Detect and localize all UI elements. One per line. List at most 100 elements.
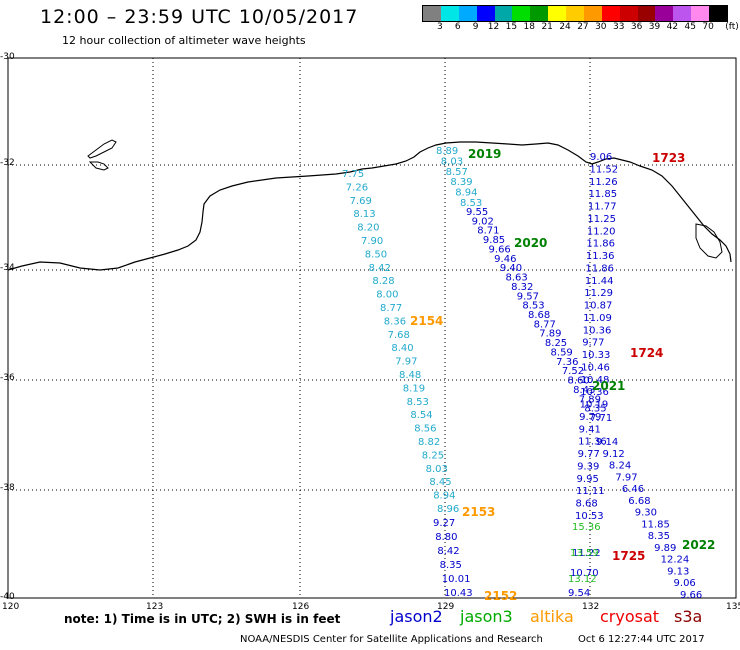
wave-height-label: 6.46 [622, 484, 644, 495]
pass-time-label: 2022 [682, 538, 715, 552]
lat-label-34: -34 [0, 263, 15, 273]
colorbar-swatch [530, 6, 549, 21]
wave-height-label: 8.60 [567, 376, 589, 387]
wave-height-label: 8.77 [380, 303, 402, 314]
lon-label-120: 120 [2, 602, 20, 612]
pass-time-label: 1723 [652, 151, 685, 165]
colorbar-swatch [619, 6, 638, 21]
wave-height-label: 8.53 [522, 301, 544, 312]
wave-height-label: 8.53 [460, 198, 482, 209]
wave-height-label: 9.13 [667, 566, 689, 577]
wave-height-label: 9.95 [577, 474, 599, 485]
wave-height-label: 11.25 [587, 214, 616, 225]
wave-height-label: 7.97 [615, 472, 637, 483]
wave-height-label: 10.53 [575, 511, 604, 522]
wave-height-label: 8.68 [528, 310, 550, 321]
wave-height-label: 10.19 [580, 400, 609, 411]
lon-label-135: 135 [726, 602, 740, 612]
wave-height-label: 8.32 [511, 282, 533, 293]
wave-height-label: 10.70 [570, 568, 599, 579]
wave-height-label: 8.25 [422, 450, 444, 461]
wave-height-label: 8.63 [505, 273, 527, 284]
wave-height-label: 8.28 [372, 276, 394, 287]
wave-height-label: 9.85 [483, 235, 505, 246]
wave-height-label: 8.03 [426, 464, 448, 475]
tracks-layer: 7.75 7.26 7.69 8.13 8.20 7.90 8.50 8.42 8.28 8.00… [342, 146, 702, 601]
wave-height-label: 8.00 [376, 290, 398, 301]
wave-height-label: 13.59 [570, 548, 599, 559]
wave-height-label: 9.30 [635, 508, 657, 519]
wave-height-label: 8.13 [353, 209, 375, 220]
wave-height-label: 9.54 [568, 588, 590, 599]
island-small [88, 161, 109, 171]
wave-height-label: 8.54 [410, 410, 432, 421]
lon-label-129: 129 [437, 602, 455, 612]
legend-cryosat: cryosat [600, 607, 660, 626]
lon-label-126: 126 [292, 602, 310, 612]
wave-height-label: 9.40 [500, 263, 522, 274]
colorbar-tick-label: 3 [437, 22, 443, 32]
wave-height-label: 8.42 [369, 263, 391, 274]
colorbar-tick-label: 30 [595, 22, 607, 32]
colorbar-swatch [637, 6, 656, 21]
wave-height-label: 11.20 [587, 226, 616, 237]
footer-credit: NOAA/NESDIS Center for Satellite Applica… [240, 634, 543, 645]
legend-s3a: s3a [674, 607, 703, 626]
wave-height-label: 9.77 [582, 338, 604, 349]
wave-height-label: 11.36 [586, 251, 615, 262]
colorbar-tick-label: 42 [666, 22, 679, 32]
lon-label-132: 132 [582, 602, 600, 612]
colorbar-labels: 3 6 9 12 15 18 21 24 27 30 33 36 39 42 45 70 (ft) [422, 22, 739, 34]
footer-timestamp: Oct 6 12:27:44 UTC 2017 [578, 634, 705, 645]
pass-time-label: 1725 [612, 549, 645, 563]
wave-height-label: 9.27 [433, 518, 455, 529]
wave-height-label: 10.43 [444, 588, 473, 599]
colorbar-tick-label: 12 [487, 22, 500, 32]
legend-jason2: jason2 [390, 607, 443, 626]
map-frame [7, 57, 737, 599]
lat-label-38: -38 [0, 483, 15, 493]
wave-height-label: 9.02 [472, 216, 494, 227]
wave-height-label: 8.35 [584, 404, 606, 415]
wave-height-label: 9.89 [654, 543, 676, 554]
wave-height-label: 10.36 [580, 387, 609, 398]
pass-time-label: 2021 [592, 379, 625, 393]
wave-height-label: 8.43 [573, 385, 595, 396]
wave-height-label: 8.53 [407, 397, 429, 408]
colorbar-tick-label: 36 [630, 22, 643, 32]
wave-height-label: 9.66 [489, 244, 511, 255]
lat-label-40: -40 [0, 592, 15, 602]
wave-height-label: 8.68 [576, 499, 598, 510]
colorbar-swatch [655, 6, 674, 21]
wave-height-label: 9.12 [602, 449, 624, 460]
colorbar-swatch [548, 6, 566, 21]
wave-height-label: 7.89 [579, 394, 601, 405]
wave-height-label: 8.56 [414, 424, 436, 435]
wave-height-label: 7.71 [590, 413, 612, 424]
wave-height-label: 7.36 [556, 357, 578, 368]
lon-label-123: 123 [146, 602, 164, 612]
pass-time-label: 2153 [462, 505, 495, 519]
island [87, 139, 117, 159]
wave-height-label: 8.89 [436, 146, 458, 157]
wave-height-label: 8.39 [450, 177, 472, 188]
wave-height-label: 8.19 [403, 383, 425, 394]
time-labels-layer: 2019 2020 2154 1723 1724 2021 2153 2022 1725 2152 [410, 147, 715, 603]
colorbar-swatch [458, 6, 477, 21]
wave-height-label: 7.90 [361, 236, 383, 247]
wave-height-label: 8.50 [365, 249, 387, 260]
wave-height-label: 11.86 [586, 239, 615, 250]
colorbar-tick-label: 39 [648, 22, 661, 32]
wave-height-label: 10.01 [442, 574, 471, 585]
colorbar-tick-label: 9 [472, 22, 479, 32]
wave-height-label: 10.87 [584, 301, 613, 312]
wave-height-label: 8.03 [441, 156, 463, 167]
wave-height-label: 7.69 [350, 196, 372, 207]
colorbar-swatch [440, 6, 459, 21]
colorbar-swatch [494, 6, 513, 21]
coastline [7, 141, 732, 271]
wave-height-label: 11.44 [585, 276, 614, 287]
colorbar-swatch [476, 6, 495, 21]
pass-time-label: 2020 [514, 236, 547, 250]
